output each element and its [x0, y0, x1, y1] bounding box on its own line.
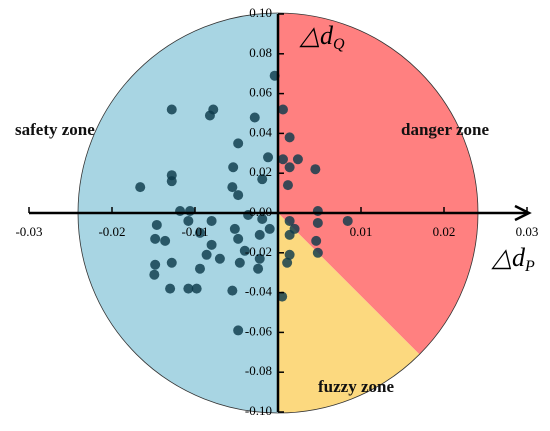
- y-tick-label: -0.06: [245, 323, 273, 338]
- point: [233, 233, 244, 244]
- x-axis-label-main: △d: [491, 243, 526, 272]
- point: [183, 215, 194, 226]
- point: [277, 291, 288, 302]
- point: [284, 249, 295, 260]
- point: [233, 138, 244, 149]
- danger-zone: [278, 13, 479, 355]
- y-tick-label: -0.10: [245, 403, 272, 418]
- point: [185, 206, 196, 217]
- point: [165, 283, 176, 294]
- point: [160, 235, 171, 246]
- point: [254, 253, 265, 264]
- point: [239, 245, 250, 256]
- point: [284, 132, 295, 143]
- point: [204, 110, 215, 121]
- x-tick-label: -0.03: [15, 224, 42, 239]
- x-tick-label: 0.02: [433, 224, 456, 239]
- axes: -0.03 -0.02 -0.01 0.01 0.02 0.03 -0.10 -0.08 -0.…: [15, 5, 538, 418]
- point: [166, 104, 177, 115]
- point: [282, 257, 293, 268]
- point: [342, 215, 353, 226]
- x-arrow: [514, 204, 532, 222]
- zone-label: danger zone: [401, 120, 489, 139]
- point: [206, 239, 217, 250]
- y-axis-label: △dQ: [299, 21, 345, 53]
- y-tick-label: -0.04: [245, 284, 273, 299]
- point: [284, 229, 295, 240]
- point: [312, 217, 323, 228]
- point: [233, 325, 244, 336]
- point: [166, 176, 177, 187]
- y-axis-label-main: △d: [299, 21, 334, 50]
- point: [263, 152, 274, 163]
- point: [253, 263, 264, 274]
- y-tick-label: 0.00: [249, 204, 272, 219]
- point: [249, 112, 260, 123]
- x-tick-label: 0.03: [516, 224, 539, 239]
- y-tick-label: -0.08: [245, 363, 272, 378]
- point: [254, 229, 265, 240]
- x-axis-label: △dP: [491, 243, 535, 275]
- point: [228, 162, 239, 173]
- point: [206, 215, 217, 226]
- point: [284, 162, 295, 173]
- y-tick-label: -0.02: [245, 244, 272, 259]
- point: [233, 190, 244, 201]
- y-tick-label: 0.06: [249, 85, 272, 100]
- point: [229, 223, 240, 234]
- point: [183, 283, 194, 294]
- point: [227, 285, 238, 296]
- point: [135, 182, 146, 193]
- point: [227, 182, 238, 193]
- y-axis-label-sub: Q: [333, 36, 345, 53]
- point: [292, 154, 303, 165]
- point: [310, 164, 321, 175]
- x-tick-label: -0.02: [98, 224, 125, 239]
- zone-label: safety zone: [15, 120, 95, 139]
- point: [166, 257, 177, 268]
- point: [264, 223, 275, 234]
- point: [257, 213, 268, 224]
- point: [282, 180, 293, 191]
- y-tick-label: 0.08: [249, 45, 272, 60]
- point: [312, 247, 323, 258]
- point: [149, 269, 160, 280]
- point: [277, 104, 288, 115]
- y-tick-label: 0.10: [249, 5, 272, 20]
- zone-label: fuzzy zone: [318, 377, 394, 396]
- point: [201, 249, 212, 260]
- point: [311, 235, 322, 246]
- point: [150, 259, 161, 270]
- point: [151, 219, 162, 230]
- x-axis-label-sub: P: [524, 258, 535, 275]
- point: [194, 227, 205, 238]
- y-tick-label: 0.02: [249, 164, 272, 179]
- fuzzy-zone: [278, 213, 420, 413]
- point: [257, 174, 268, 185]
- y-tick-label: 0.04: [249, 124, 272, 139]
- x-tick-label: 0.01: [350, 224, 373, 239]
- point: [194, 263, 205, 274]
- x-tick-label: -0.01: [181, 224, 208, 239]
- point: [312, 206, 323, 217]
- point: [277, 154, 288, 165]
- points: [135, 70, 353, 336]
- point: [284, 215, 295, 226]
- point: [175, 206, 186, 217]
- point: [191, 283, 202, 294]
- point: [234, 257, 245, 268]
- point: [214, 253, 225, 264]
- point: [150, 233, 161, 244]
